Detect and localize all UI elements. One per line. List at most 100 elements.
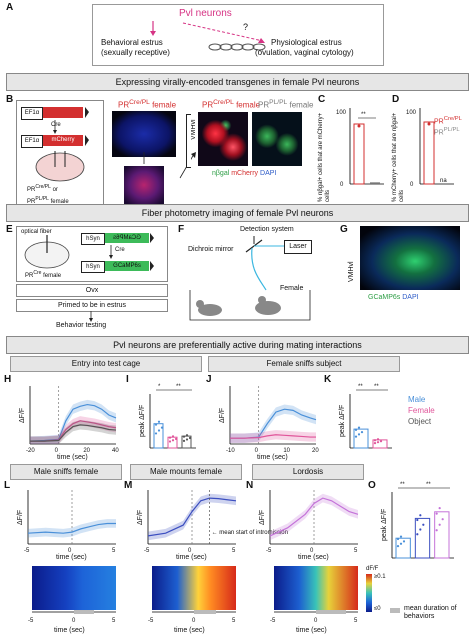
n-ylabel: ΔF/F	[259, 510, 266, 525]
pr-cre-pl-label: PRCre/PL or	[27, 184, 58, 193]
k-dot-1-4	[376, 438, 380, 441]
svg-text:0: 0	[72, 618, 76, 624]
k-dot-0-1	[357, 433, 361, 436]
j-series-1	[230, 434, 316, 439]
zoom-arrow	[143, 152, 145, 164]
l-xlabel: time (sec)	[56, 554, 87, 561]
n-xtick-1: 0	[310, 548, 314, 554]
panel-d-chart: 0 100 na	[406, 108, 454, 188]
n-band-0	[270, 493, 358, 541]
o-dot-1-2	[422, 523, 425, 526]
e-cre-label: Cre	[115, 247, 125, 253]
h-ylabel: ΔF/F	[19, 408, 26, 423]
svg-text:time (sec): time (sec)	[54, 627, 85, 634]
o-bar-2	[434, 511, 450, 559]
o-dot-2-0	[435, 529, 438, 532]
j-xtick-2: 10	[283, 448, 290, 454]
i-dot-0-3	[154, 423, 158, 426]
section-lordosis: Lordosis	[252, 464, 364, 480]
h-xlabel: time (sec)	[57, 454, 88, 461]
section-sniffs: Female sniffs subject	[208, 356, 400, 372]
i-dot-1-1	[171, 439, 175, 442]
j-xtick-1: 0	[255, 448, 259, 454]
chart-o: ** ** peak ΔF/F	[381, 482, 454, 559]
panel-e-box: optical fiber PRCre female hSyn GCaMP6s …	[16, 226, 168, 282]
laser-box: Laser	[284, 240, 312, 254]
e-construct-arrows	[109, 233, 154, 271]
heatmap-n	[274, 566, 358, 610]
heatmap-l	[32, 566, 116, 610]
panel-b-construct-box: EF1α Cre EF1α mCherry PRCre/PL or PRPL/P…	[16, 100, 104, 214]
chart-k: ** ** peak ΔF/F	[339, 384, 392, 449]
duration-bar-m	[194, 610, 216, 614]
panel-j-label: J	[206, 374, 212, 385]
flipped-construct-bar	[43, 107, 83, 118]
j-band-0	[230, 404, 316, 443]
step-arrow	[89, 311, 93, 322]
vmhvl-label-b: VMHvl	[190, 119, 197, 140]
hsyn-promoter-2: hSyn	[81, 261, 105, 273]
c-point	[357, 124, 361, 128]
svg-text:5: 5	[232, 618, 236, 624]
i-dot-2-1	[185, 438, 189, 441]
m-xlabel: time (sec)	[176, 554, 207, 561]
heatmap-l-axis: -5 0 5 time (sec)	[28, 610, 116, 634]
legend-male: Male	[408, 395, 426, 404]
colorbar-min: ≤0	[374, 606, 381, 612]
i-sig-1: **	[176, 384, 181, 390]
m-annotation: ← mean start of intromission	[212, 530, 288, 536]
i-dot-2-3	[182, 435, 186, 438]
ef1a-promoter-1: EF1α	[21, 107, 43, 120]
o-dot-1-1	[419, 528, 422, 531]
photometry-setup	[189, 236, 311, 321]
f-female-label: Female	[280, 285, 304, 292]
i-dot-2-4	[185, 434, 189, 437]
panel-a-label: A	[6, 2, 14, 13]
d-tick-0: 0	[410, 182, 414, 188]
d-legend-control: PRPL/PL	[434, 127, 460, 137]
section-male-sniffs: Male sniffs female	[10, 464, 122, 480]
chart-n: -5 0 5 time (sec) ΔF/F	[259, 490, 359, 561]
brain-section-image	[112, 111, 176, 157]
k-dot-1-1	[376, 441, 380, 444]
l-ylabel: ΔF/F	[17, 510, 24, 525]
image-legend-b: nβgal mCherry DAPI	[212, 170, 277, 177]
chart-l: -5 0 5 time (sec) ΔF/F	[17, 490, 116, 561]
legend-female: Female	[408, 406, 435, 415]
panel-k-label: K	[324, 374, 332, 385]
chart-h: -20 0 20 40 time (sec) ΔF/F	[19, 386, 119, 461]
duration-legend: mean duration of behaviors	[404, 605, 457, 620]
d-legend-cre: PRCre/PL	[434, 116, 462, 126]
o-dot-2-4	[438, 507, 441, 510]
k-bar-0	[353, 428, 369, 449]
panel-g-label: G	[340, 224, 348, 235]
o-dot-1-0	[416, 533, 419, 536]
colorbar-max: ≥0.1	[374, 574, 386, 580]
svg-text:-5: -5	[28, 618, 34, 624]
heatmap-n-axis: -5 0 5 time (sec)	[270, 610, 358, 634]
i-ylabel: peak ΔF/F	[139, 405, 146, 437]
m-xtick-0: -5	[144, 548, 150, 554]
chart-i: * **peak ΔF/F	[139, 384, 196, 449]
m-series-0	[147, 497, 237, 537]
c-bar-cre	[353, 123, 365, 185]
k-ylabel: peak ΔF/F	[339, 405, 346, 437]
o-dot-1-4	[419, 514, 422, 517]
i-dot-0-2	[160, 426, 164, 429]
duration-bar-n	[316, 610, 346, 614]
k-dot-1-3	[373, 439, 377, 442]
question-mark: ?	[243, 22, 249, 32]
panel-c-chart: 0 100 **	[336, 108, 384, 188]
k-dot-1-2	[379, 440, 383, 443]
step-priming: Primed to be in estrus	[16, 299, 168, 312]
physiological-estrus: Physiological estrus	[271, 38, 342, 47]
o-bar-0	[395, 537, 411, 559]
image-legend-g: GCaMP6s DAPI	[368, 294, 419, 301]
svg-text:5: 5	[112, 618, 116, 624]
i-bar-0	[153, 423, 164, 449]
i-dot-1-4	[171, 435, 175, 438]
o-dot-0-4	[399, 535, 403, 538]
h-series-2	[30, 424, 117, 442]
gcamp-construct: GCaMP6s	[105, 261, 149, 271]
n-xlabel: time (sec)	[298, 554, 329, 561]
